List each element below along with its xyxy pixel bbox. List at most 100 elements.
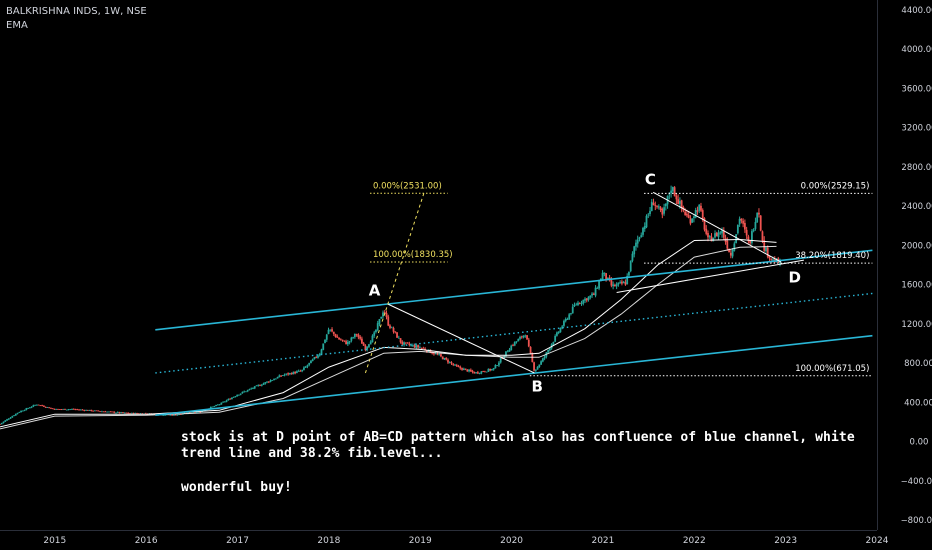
candle-body <box>115 412 117 414</box>
candle-body <box>132 412 135 414</box>
candle-body <box>534 369 537 371</box>
candle-body <box>621 281 623 284</box>
candle-body <box>461 368 463 370</box>
candle-body <box>454 364 456 366</box>
fib-extension-line <box>364 190 426 374</box>
candle-body <box>136 413 138 414</box>
candle-body <box>283 374 286 376</box>
candle-body <box>501 358 504 359</box>
candle-body <box>710 236 713 242</box>
candle-body <box>255 385 258 387</box>
candle-body <box>167 414 170 416</box>
candle-body <box>740 218 743 221</box>
x-tick-label: 2023 <box>774 536 797 546</box>
candle-body <box>304 366 307 368</box>
candle-body <box>18 412 21 413</box>
candle-body <box>601 272 604 280</box>
candle-body <box>557 331 560 333</box>
candle-body <box>120 412 123 413</box>
candle-body <box>758 212 760 215</box>
candle-body <box>53 408 56 410</box>
candle-body <box>334 334 337 337</box>
y-tick-label: 4400.00 <box>901 6 932 16</box>
candle-body <box>703 218 706 230</box>
candle-body <box>707 233 709 238</box>
candle-body <box>693 216 695 219</box>
candle-body <box>57 409 59 410</box>
candle-body <box>353 333 356 338</box>
candle-body <box>635 242 637 247</box>
candle-body <box>339 339 342 341</box>
candle-body <box>313 357 316 360</box>
candle-body <box>20 410 22 413</box>
candle-body <box>315 357 318 358</box>
candle-body <box>677 199 680 205</box>
fib-left-label-0: 0.00%(2531.00) <box>373 181 442 191</box>
candle-body <box>536 366 539 370</box>
candle-body <box>661 208 664 215</box>
candle-body <box>733 243 736 251</box>
candle-body <box>399 338 402 343</box>
candle-body <box>281 375 284 377</box>
candle-body <box>520 336 523 338</box>
candle-body <box>25 408 28 411</box>
candle-body <box>34 404 37 406</box>
candle-body <box>102 411 105 413</box>
candle-body <box>325 334 328 340</box>
candle-body <box>241 391 244 394</box>
candle-body <box>759 215 762 231</box>
candle-body <box>522 335 525 338</box>
candle-body <box>571 306 574 314</box>
candle-body <box>78 409 80 411</box>
candle-body <box>346 341 349 345</box>
candle-body <box>111 411 114 413</box>
candle-body <box>726 240 729 249</box>
candle-body <box>250 388 253 390</box>
candle-body <box>743 222 746 230</box>
candle-body <box>587 296 590 300</box>
candle-body <box>603 272 606 274</box>
candle-body <box>554 335 557 342</box>
candle-body <box>223 401 226 403</box>
candle-body <box>770 258 773 260</box>
candle-body <box>361 338 363 344</box>
candle-body <box>498 362 500 366</box>
candle-body <box>735 234 738 244</box>
candle-body <box>181 413 184 415</box>
candle-body <box>715 232 718 237</box>
candle-body <box>433 353 435 355</box>
candle-body <box>434 353 437 355</box>
candle-body <box>751 231 753 243</box>
candle-body <box>174 414 177 416</box>
fib-right-label-2: 100.00%(671.05) <box>795 364 869 374</box>
candle-body <box>619 282 622 283</box>
candle-body <box>561 326 564 329</box>
candle-body <box>513 341 516 346</box>
candle-body <box>253 386 256 389</box>
candle-body <box>517 338 520 342</box>
candle-body <box>680 200 683 208</box>
x-tick-label: 2016 <box>135 536 158 546</box>
candle-body <box>436 353 439 355</box>
candle-body <box>55 408 58 410</box>
candle-body <box>564 318 567 322</box>
candle-body <box>765 247 767 252</box>
pattern-point-b: B <box>531 378 542 396</box>
candle-body <box>772 259 774 261</box>
candle-body <box>352 337 355 339</box>
candle-body <box>123 412 126 414</box>
candle-body <box>331 329 333 332</box>
candle-body <box>215 404 217 407</box>
candle-body <box>438 354 441 356</box>
candle-body <box>229 398 232 400</box>
candle-body <box>85 410 87 411</box>
candle-body <box>195 412 198 413</box>
candle-body <box>640 235 643 238</box>
candle-body <box>541 358 544 362</box>
candle-body <box>288 373 291 375</box>
candle-body <box>422 347 425 349</box>
fib-right-label-0: 0.00%(2529.15) <box>801 181 870 191</box>
candle-body <box>273 379 275 381</box>
candle-body <box>164 414 167 416</box>
